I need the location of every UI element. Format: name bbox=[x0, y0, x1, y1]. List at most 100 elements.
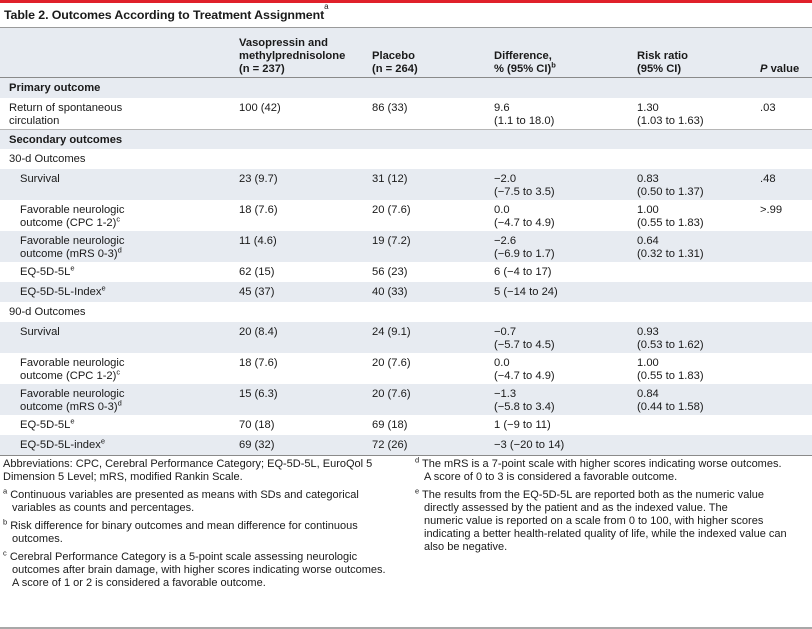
row-label: EQ-5D-5L-Indexe bbox=[20, 283, 106, 298]
difference-value: 1 (−9 to 11) bbox=[494, 419, 551, 431]
difference-value: −3 (−20 to 14) bbox=[494, 439, 565, 451]
accent-rule bbox=[0, 0, 812, 3]
footnote-mark: c bbox=[116, 367, 121, 377]
row-label: Favorable neurologic outcome (mRS 0-3)d bbox=[20, 388, 125, 413]
header-placebo: Placebo (n = 264) bbox=[372, 50, 418, 75]
table-row: Favorable neurologic outcome (mRS 0-3)d 15… bbox=[0, 384, 812, 415]
outcomes-table: Vasopressin and methylprednisolone (n = … bbox=[0, 28, 812, 455]
row-label: Favorable neurologic outcome (mRS 0-3)d bbox=[20, 235, 125, 260]
table-title: Table 2. Outcomes According to Treatment… bbox=[4, 2, 329, 22]
subsection-row: 30-d Outcomes bbox=[0, 149, 812, 169]
title-footnote-mark: a bbox=[324, 2, 329, 11]
vasopressin-value: 11 (4.6) bbox=[239, 235, 277, 247]
row-label: 90-d Outcomes bbox=[9, 306, 86, 318]
difference-value: −2.6 (−6.9 to 1.7) bbox=[494, 235, 555, 260]
footnote-mark: d bbox=[117, 398, 122, 408]
table-bottom-rule bbox=[0, 455, 812, 456]
difference-value: 0.0 (−4.7 to 4.9) bbox=[494, 357, 555, 382]
table-row: Favorable neurologic outcome (mRS 0-3)d 11… bbox=[0, 231, 812, 262]
risk-ratio-value: 1.30 (1.03 to 1.63) bbox=[637, 102, 704, 127]
p-value: >.99 bbox=[760, 204, 783, 216]
p-value: .03 bbox=[760, 102, 776, 114]
section-row: Primary outcome bbox=[0, 78, 812, 98]
risk-ratio-value: 0.84 (0.44 to 1.58) bbox=[637, 388, 704, 413]
table-row: EQ-5D-5Le 70 (18) 69 (18) 1 (−9 to 11) bbox=[0, 415, 812, 435]
table-row: EQ-5D-5Le 62 (15) 56 (23) 6 (−4 to 17) bbox=[0, 262, 812, 282]
difference-value: 6 (−4 to 17) bbox=[494, 266, 552, 278]
footnote-mark: d bbox=[117, 245, 122, 255]
footnote-mark: e bbox=[100, 436, 106, 446]
header-p-value: P value bbox=[760, 63, 800, 75]
footnote: b Risk difference for binary outcomes an… bbox=[3, 517, 358, 545]
footnote-mark: e bbox=[101, 283, 106, 293]
placebo-value: 72 (26) bbox=[372, 439, 408, 451]
vasopressin-value: 15 (6.3) bbox=[239, 388, 278, 400]
difference-value: 5 (−14 to 24) bbox=[494, 286, 558, 298]
table-row: Return of spontaneous circulation 100 (42)… bbox=[0, 98, 812, 129]
difference-value: −1.3 (−5.8 to 3.4) bbox=[494, 388, 555, 413]
subsection-row: 90-d Outcomes bbox=[0, 302, 812, 322]
table-row: Favorable neurologic outcome (CPC 1-2)c 18… bbox=[0, 353, 812, 384]
vasopressin-value: 20 (8.4) bbox=[239, 326, 278, 338]
row-label: EQ-5D-5L-indexe bbox=[20, 436, 106, 451]
placebo-value: 31 (12) bbox=[372, 173, 408, 185]
footnotes-right: d The mRS is a 7-point scale with higher… bbox=[415, 455, 810, 559]
placebo-value: 69 (18) bbox=[372, 419, 408, 431]
placebo-value: 20 (7.6) bbox=[372, 388, 411, 400]
risk-ratio-value: 1.00 (0.55 to 1.83) bbox=[637, 357, 704, 382]
footnote-mark: e bbox=[70, 416, 75, 426]
footnote-mark: c bbox=[116, 214, 121, 224]
difference-value: −2.0 (−7.5 to 3.5) bbox=[494, 173, 555, 198]
section-row: Secondary outcomes bbox=[0, 129, 812, 149]
row-label: Survival bbox=[20, 173, 60, 185]
vasopressin-value: 23 (9.7) bbox=[239, 173, 278, 185]
difference-value: 0.0 (−4.7 to 4.9) bbox=[494, 204, 555, 229]
header-risk-ratio: Risk ratio (95% CI) bbox=[637, 50, 688, 75]
row-label: Favorable neurologic outcome (CPC 1-2)c bbox=[20, 357, 125, 382]
difference-value: 9.6 (1.1 to 18.0) bbox=[494, 102, 555, 127]
risk-ratio-value: 0.93 (0.53 to 1.62) bbox=[637, 326, 704, 351]
table-row: Survival 20 (8.4) 24 (9.1) −0.7 (−5.7 to 4.5… bbox=[0, 322, 812, 353]
placebo-value: 56 (23) bbox=[372, 266, 408, 278]
placebo-value: 86 (33) bbox=[372, 102, 408, 114]
footnote: d The mRS is a 7-point scale with higher… bbox=[415, 455, 782, 483]
row-label: Secondary outcomes bbox=[9, 134, 123, 146]
table-row: Survival 23 (9.7) 31 (12) −2.0 (−7.5 to 3.5)… bbox=[0, 169, 812, 200]
vasopressin-value: 70 (18) bbox=[239, 419, 275, 431]
footnotes-left: Abbreviations: CPC, Cerebral Performance… bbox=[3, 458, 403, 595]
vasopressin-value: 100 (42) bbox=[239, 102, 281, 114]
footnote-mark: e bbox=[70, 263, 75, 273]
vasopressin-value: 18 (7.6) bbox=[239, 204, 278, 216]
table-row: EQ-5D-5L-indexe 69 (32) 72 (26) −3 (−20 to … bbox=[0, 435, 812, 455]
row-label: Return of spontaneous circulation bbox=[9, 102, 123, 127]
placebo-value: 20 (7.6) bbox=[372, 204, 411, 216]
row-label: EQ-5D-5Le bbox=[20, 416, 75, 431]
row-label: Survival bbox=[20, 326, 60, 338]
footnote: Abbreviations: CPC, Cerebral Performance… bbox=[3, 458, 373, 483]
vasopressin-value: 45 (37) bbox=[239, 286, 275, 298]
row-label: EQ-5D-5Le bbox=[20, 263, 75, 278]
header-vasopressin: Vasopressin and methylprednisolone (n = … bbox=[239, 37, 346, 75]
table-header: Vasopressin and methylprednisolone (n = … bbox=[0, 28, 812, 78]
row-label: 30-d Outcomes bbox=[9, 153, 86, 165]
p-value: .48 bbox=[760, 173, 776, 185]
risk-ratio-value: 1.00 (0.55 to 1.83) bbox=[637, 204, 704, 229]
footnote: a Continuous variables are presented as … bbox=[3, 486, 359, 514]
table-row: EQ-5D-5L-Indexe 45 (37) 40 (33) 5 (−14 to 2… bbox=[0, 282, 812, 302]
footnote: e The results from the EQ-5D-5L are repo… bbox=[415, 486, 787, 553]
footnote: c Cerebral Performance Category is a 5-p… bbox=[3, 548, 386, 589]
placebo-value: 19 (7.2) bbox=[372, 235, 411, 247]
risk-ratio-value: 0.64 (0.32 to 1.31) bbox=[637, 235, 704, 260]
placebo-value: 20 (7.6) bbox=[372, 357, 411, 369]
table-body: Primary outcome Return of spontaneous circ… bbox=[0, 78, 812, 455]
row-label: Favorable neurologic outcome (CPC 1-2)c bbox=[20, 204, 125, 229]
placebo-value: 40 (33) bbox=[372, 286, 408, 298]
vasopressin-value: 69 (32) bbox=[239, 439, 275, 451]
vasopressin-value: 62 (15) bbox=[239, 266, 275, 278]
placebo-value: 24 (9.1) bbox=[372, 326, 411, 338]
title-divider bbox=[0, 27, 812, 28]
risk-ratio-value: 0.83 (0.50 to 1.37) bbox=[637, 173, 704, 198]
table-row: Favorable neurologic outcome (CPC 1-2)c 18… bbox=[0, 200, 812, 231]
header-difference: Difference, % (95% CI)b bbox=[494, 50, 556, 75]
vasopressin-value: 18 (7.6) bbox=[239, 357, 278, 369]
